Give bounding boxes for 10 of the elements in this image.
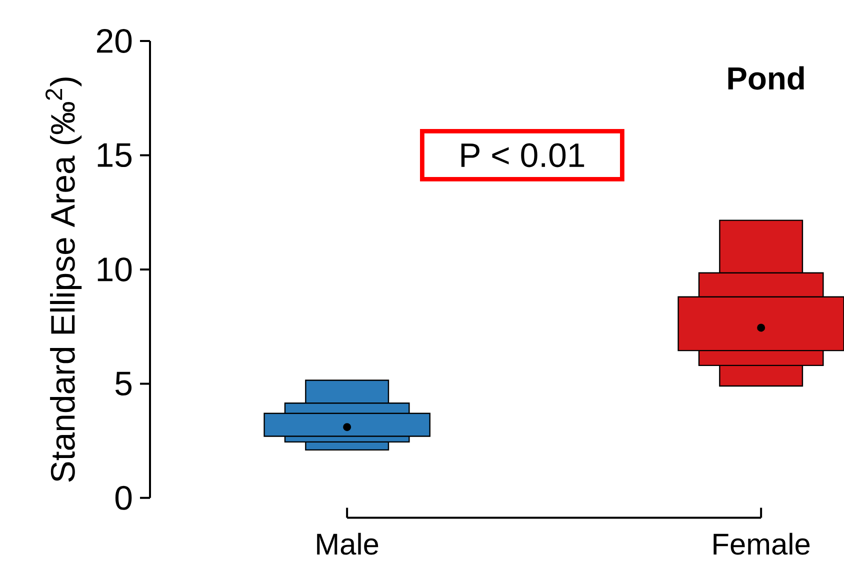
y-tick-label: 5 — [115, 372, 132, 396]
y-tick-label: 15 — [98, 143, 132, 168]
x-tick-label: Female — [714, 532, 810, 555]
y-tick-label: 20 — [97, 29, 132, 53]
annotation: P < 0.01 — [461, 143, 584, 168]
y-tick-label: 10 — [98, 257, 132, 282]
text: Pond — [728, 66, 804, 90]
x-tick-label: Male — [317, 532, 378, 555]
y-axis-title: Standard Ellipse Area (‰$^{2}$) — [46, 78, 82, 482]
y-tick-label: 0 — [115, 486, 132, 510]
